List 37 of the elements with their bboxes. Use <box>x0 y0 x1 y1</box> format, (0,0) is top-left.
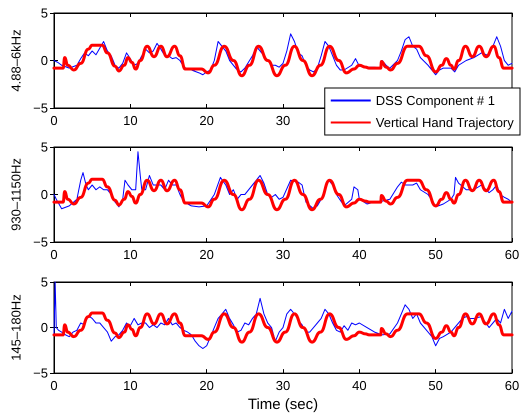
x-tick-label: 0 <box>50 378 58 394</box>
line-series <box>54 282 512 350</box>
x-tick-label: 0 <box>50 247 58 262</box>
x-tick-label: 10 <box>123 113 138 128</box>
x-tick-label: 30 <box>276 378 290 394</box>
x-tick-label: 60 <box>504 378 520 394</box>
y-tick-label: 5 <box>40 274 48 290</box>
x-tick-label: 50 <box>428 378 443 394</box>
x-tick-label: 20 <box>199 247 214 262</box>
y-tick-label: 0 <box>40 53 48 68</box>
x-tick-label: 10 <box>123 378 138 394</box>
y-tick-label: 5 <box>40 140 48 154</box>
x-tick-label: 20 <box>199 113 214 128</box>
y-axis-title: 4.88–6kHz <box>8 29 24 92</box>
x-tick-label: 40 <box>352 247 367 262</box>
line-series <box>52 178 514 212</box>
x-tick-label: 10 <box>123 247 138 262</box>
x-tick-label: 30 <box>276 113 290 128</box>
legend-label: Vertical Hand Trajectory <box>376 115 514 130</box>
line-series <box>52 311 514 344</box>
x-tick-label: 60 <box>504 247 520 262</box>
line-series <box>52 44 514 78</box>
y-axis-title: 930–1150Hz <box>8 158 24 231</box>
x-tick-label: 30 <box>276 247 290 262</box>
x-tick-label: 0 <box>50 113 58 128</box>
x-tick-label: 50 <box>428 247 443 262</box>
y-axis-title: 145–180Hz <box>8 294 24 361</box>
y-tick-label: 0 <box>40 320 48 336</box>
x-tick-label: 40 <box>352 378 367 394</box>
y-tick-label: −5 <box>33 366 48 381</box>
y-tick-label: 5 <box>40 6 48 20</box>
y-tick-label: −5 <box>33 234 48 250</box>
y-tick-label: 0 <box>40 187 48 202</box>
legend-label: DSS Component # 1 <box>376 93 495 108</box>
x-axis-title: Time (sec) <box>248 396 318 413</box>
y-tick-label: −5 <box>33 100 48 116</box>
x-tick-label: 20 <box>199 378 214 394</box>
